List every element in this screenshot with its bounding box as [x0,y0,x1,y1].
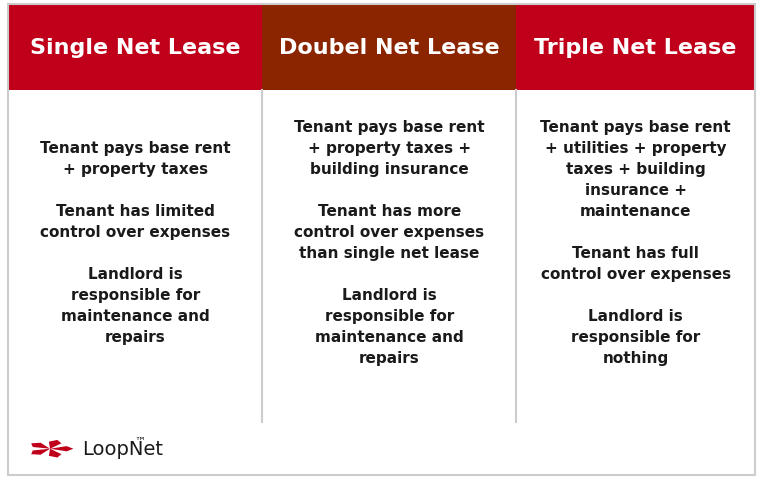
Bar [262,5,516,91]
Text: Doubel Net Lease: Doubel Net Lease [279,38,500,58]
Bar [516,5,755,91]
Text: LoopNet: LoopNet [82,439,163,458]
Text: Tenant pays base rent
+ property taxes +
building insurance

Tenant has more
con: Tenant pays base rent + property taxes +… [294,120,484,365]
Bar [8,5,262,91]
Polygon shape [50,446,73,451]
Text: Single Net Lease: Single Net Lease [30,38,240,58]
Polygon shape [49,440,61,449]
Polygon shape [31,449,50,455]
Text: ™: ™ [134,436,145,446]
Polygon shape [31,443,50,449]
Text: Triple Net Lease: Triple Net Lease [535,38,737,58]
Text: Tenant pays base rent
+ property taxes

Tenant has limited
control over expenses: Tenant pays base rent + property taxes T… [40,141,230,344]
Text: Tenant pays base rent
+ utilities + property
taxes + building
insurance +
mainte: Tenant pays base rent + utilities + prop… [540,120,731,365]
Polygon shape [49,449,61,457]
